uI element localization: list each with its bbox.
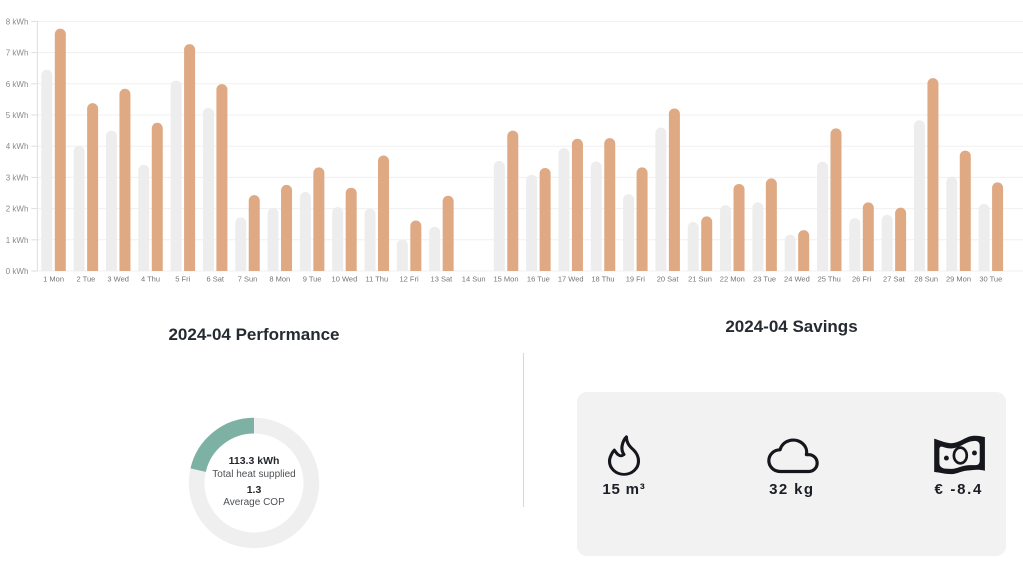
svg-text:8 kWh: 8 kWh: [6, 17, 29, 26]
svg-text:11 Thu: 11 Thu: [365, 275, 388, 284]
svg-text:26 Fri: 26 Fri: [852, 275, 872, 284]
svg-text:9 Tue: 9 Tue: [303, 275, 322, 284]
svg-text:8 Mon: 8 Mon: [269, 275, 290, 284]
svg-text:12 Fri: 12 Fri: [400, 275, 420, 284]
svg-text:27 Sat: 27 Sat: [883, 275, 906, 284]
svg-text:25 Thu: 25 Thu: [818, 275, 841, 284]
svg-text:7 kWh: 7 kWh: [6, 49, 29, 58]
svg-text:15 Mon: 15 Mon: [493, 275, 518, 284]
svg-text:2 kWh: 2 kWh: [6, 205, 29, 214]
svg-text:2 Tue: 2 Tue: [77, 275, 96, 284]
svg-text:21 Sun: 21 Sun: [688, 275, 712, 284]
svg-text:19 Fri: 19 Fri: [626, 275, 646, 284]
svg-text:3 kWh: 3 kWh: [6, 173, 29, 182]
svg-text:22 Mon: 22 Mon: [720, 275, 745, 284]
svg-text:13 Sat: 13 Sat: [431, 275, 454, 284]
svg-text:30 Tue: 30 Tue: [979, 275, 1002, 284]
svg-text:3 Wed: 3 Wed: [107, 275, 129, 284]
svg-text:24 Wed: 24 Wed: [784, 275, 810, 284]
svg-text:23 Tue: 23 Tue: [753, 275, 776, 284]
svg-text:14 Sun: 14 Sun: [462, 275, 486, 284]
svg-text:4 Thu: 4 Thu: [141, 275, 160, 284]
svg-text:5 kWh: 5 kWh: [6, 111, 29, 120]
svg-text:6 Sat: 6 Sat: [206, 275, 224, 284]
svg-text:7 Sun: 7 Sun: [238, 275, 258, 284]
svg-text:5 Fri: 5 Fri: [175, 275, 190, 284]
svg-text:20 Sat: 20 Sat: [657, 275, 680, 284]
svg-text:1 Mon: 1 Mon: [43, 275, 64, 284]
svg-text:28 Sun: 28 Sun: [914, 275, 938, 284]
svg-text:18 Thu: 18 Thu: [591, 275, 614, 284]
svg-text:10 Wed: 10 Wed: [332, 275, 358, 284]
svg-text:16 Tue: 16 Tue: [527, 275, 550, 284]
svg-text:17 Wed: 17 Wed: [558, 275, 584, 284]
svg-text:0 kWh: 0 kWh: [6, 267, 29, 276]
svg-text:1 kWh: 1 kWh: [6, 236, 29, 245]
svg-text:29 Mon: 29 Mon: [946, 275, 971, 284]
svg-text:6 kWh: 6 kWh: [6, 80, 29, 89]
svg-text:4 kWh: 4 kWh: [6, 142, 29, 151]
